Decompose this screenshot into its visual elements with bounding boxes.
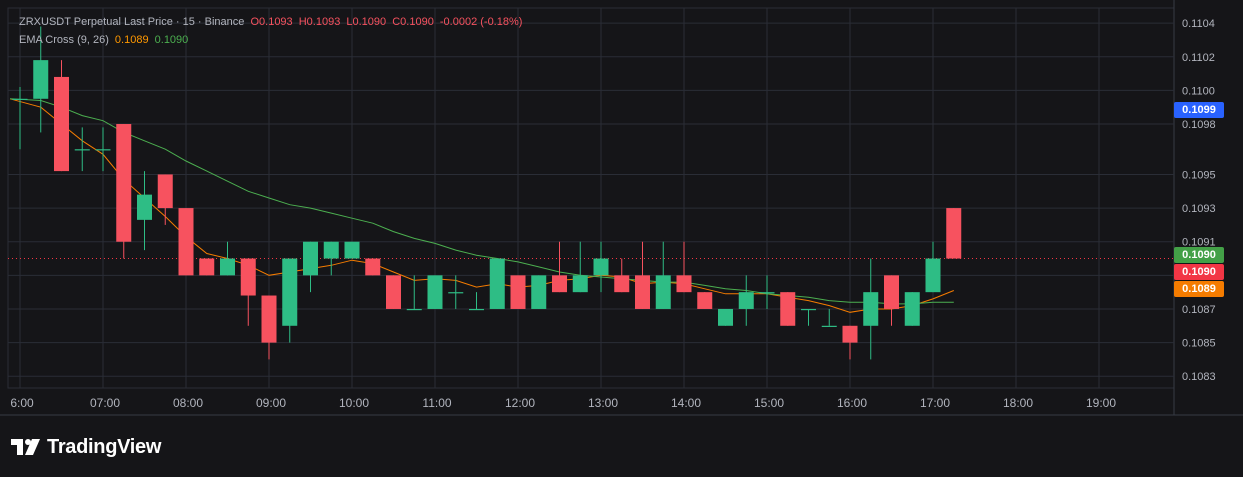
symbol-title[interactable]: ZRXUSDT Perpetual Last Price · 15 · Bina… [19, 16, 245, 28]
x-tick-label: 17:00 [920, 396, 950, 410]
logo-text: TradingView [47, 435, 162, 458]
y-tick-label: 0.1095 [1182, 169, 1216, 181]
y-tick-label: 0.1093 [1182, 203, 1216, 215]
candle-down [884, 275, 899, 309]
x-tick-label: 15:00 [754, 396, 784, 410]
candle-up [303, 241, 318, 276]
candle-up [718, 308, 733, 326]
candle-up [738, 292, 754, 309]
candle-down [780, 292, 796, 326]
y-tick-label: 0.1100 [1182, 85, 1215, 97]
candle-up [12, 98, 28, 100]
candle-up [489, 258, 505, 309]
x-tick-label: 16:00 [837, 396, 867, 410]
x-tick-label: 13:00 [588, 396, 618, 410]
x-tick-label: 19:00 [1086, 396, 1116, 410]
candle-up [821, 325, 837, 327]
price-tag-ema-fast: 0.1089 [1174, 281, 1224, 297]
x-tick-label: 11:00 [422, 396, 451, 410]
y-tick-label: 0.1087 [1182, 304, 1216, 316]
candle-up [448, 292, 464, 294]
candle-down [386, 275, 401, 309]
candle-down [240, 258, 256, 296]
candle-down [261, 295, 277, 343]
candle-up [801, 308, 816, 311]
x-tick-label: 07:00 [90, 396, 120, 410]
x-tick-label: 18:00 [1003, 396, 1033, 410]
ema-slow-line [9, 98, 954, 305]
high-value: H0.1093 [298, 16, 341, 28]
candle-up [406, 308, 422, 311]
plot-border [7, 7, 1175, 389]
y-tick-label: 0.1098 [1182, 119, 1216, 131]
y-tick-label: 0.1102 [1182, 52, 1215, 64]
ema-fast-value: 0.1089 [114, 34, 149, 46]
candle-up [323, 241, 339, 259]
x-tick-label: 08:00 [173, 396, 203, 410]
y-tick-label: 0.1104 [1182, 18, 1215, 30]
symbol-legend: ZRXUSDT Perpetual Last Price · 15 · Bina… [19, 16, 525, 28]
candle-up [95, 149, 111, 151]
candle-down [614, 275, 630, 293]
tradingview-logo-icon [11, 439, 40, 455]
candle-up [863, 292, 879, 326]
candle-up [220, 258, 235, 276]
ema-fast-line [9, 98, 954, 313]
candle-down [178, 208, 194, 276]
tradingview-logo[interactable]: TradingView [11, 434, 161, 460]
candle-down [365, 258, 381, 276]
low-value: L0.1090 [346, 16, 387, 28]
x-tick-label: 09:00 [256, 396, 286, 410]
candle-up [33, 60, 49, 99]
candle-down [842, 325, 858, 343]
candle-up [344, 241, 360, 259]
close-value: C0.1090 [392, 16, 434, 28]
candle-up [282, 258, 298, 326]
open-value: O0.1093 [250, 16, 293, 28]
indicator-name[interactable]: EMA Cross (9, 26) [19, 34, 109, 46]
x-tick-label: 10:00 [339, 396, 369, 410]
candle-down [635, 275, 650, 309]
y-tick-label: 0.1083 [1182, 371, 1216, 383]
candle-up [74, 149, 90, 151]
x-tick-label: 6:00 [10, 396, 34, 410]
candle-up [531, 275, 547, 309]
ema-slow-value: 0.1090 [154, 34, 189, 46]
candle-down [697, 292, 713, 309]
candle-down [946, 208, 962, 259]
candle-down [510, 275, 526, 309]
x-tick-label: 12:00 [505, 396, 535, 410]
candle-down [116, 124, 132, 242]
price-tag-crosshair: 0.1099 [1174, 102, 1224, 118]
candle-up [572, 275, 588, 293]
candle-up [759, 292, 775, 294]
candle-down [552, 275, 567, 293]
candle-up [137, 194, 152, 220]
indicator-legend: EMA Cross (9, 26) 0.1089 0.1090 [19, 34, 191, 46]
candle-down [54, 76, 69, 172]
candle-down [157, 174, 173, 209]
price-tag-last: 0.1090 [1174, 264, 1224, 280]
x-tick-label: 14:00 [671, 396, 701, 410]
y-tick-label: 0.1091 [1182, 237, 1216, 249]
candle-up [427, 275, 443, 309]
candle-up [655, 275, 671, 309]
price-tag-ema-slow: 0.1090 [1174, 247, 1224, 263]
y-tick-label: 0.1085 [1182, 338, 1216, 350]
candle-down [676, 275, 692, 293]
candle-up [593, 258, 609, 276]
candle-up [904, 292, 920, 326]
candle-up [469, 308, 484, 311]
candle-up [925, 258, 941, 293]
candle-down [199, 258, 215, 276]
change-value: -0.0002 (-0.18%) [439, 16, 523, 28]
